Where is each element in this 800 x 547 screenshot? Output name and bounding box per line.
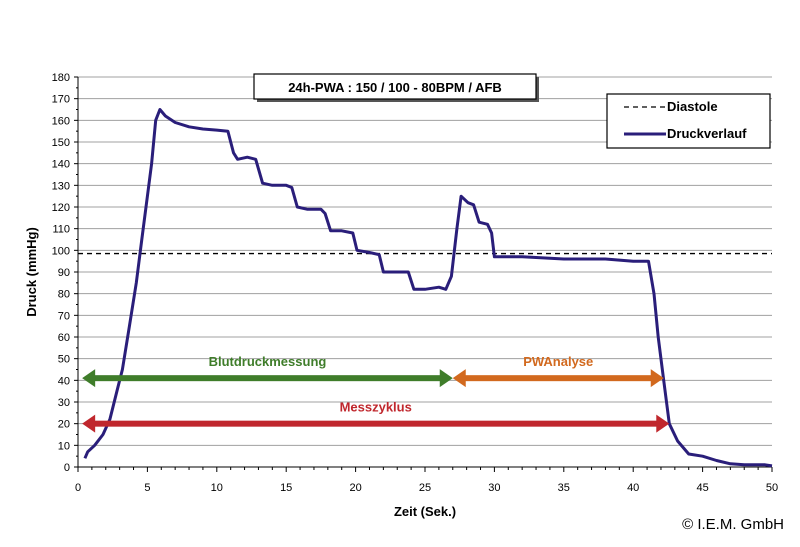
x-tick-label: 5 — [144, 482, 150, 494]
y-tick-label: 0 — [64, 462, 70, 474]
copyright: © I.E.M. GmbH — [682, 516, 784, 533]
chart-title-box: 24h-PWA : 150 / 100 - 80BPM / AFB — [253, 73, 539, 102]
annotation-blutdruckmessung-arrow — [82, 369, 453, 388]
x-tick-label: 15 — [280, 482, 292, 494]
x-tick-label: 45 — [696, 482, 708, 494]
y-tick-label: 170 — [52, 94, 70, 106]
annotation-label: Messzyklus — [340, 400, 412, 415]
y-ticks: 0 10 20 30 40 50 60 70 80 90 100 110 120 130 140 150 160… — [52, 72, 78, 474]
y-tick-label: 150 — [52, 137, 70, 149]
druckverlauf-line — [83, 108, 773, 468]
y-tick-label: 30 — [58, 397, 70, 409]
annotation-label: PWAnalyse — [523, 354, 593, 369]
y-axis-label: Druck (mmHg) — [24, 227, 39, 317]
y-tick-label: 60 — [58, 332, 70, 344]
legend-diastole-label: Diastole — [667, 99, 718, 114]
y-tick-label: 120 — [52, 202, 70, 214]
y-tick-label: 20 — [58, 419, 70, 431]
y-tick-label: 70 — [58, 310, 70, 322]
y-tick-label: 10 — [58, 440, 70, 452]
y-tick-label: 90 — [58, 267, 70, 279]
x-tick-label: 0 — [75, 482, 81, 494]
x-tick-label: 30 — [488, 482, 500, 494]
x-axis-label: Zeit (Sek.) — [394, 504, 456, 519]
annotation-pwanalyse-arrow — [452, 369, 664, 388]
x-ticks: 0 5 10 15 20 25 30 35 40 45 50 — [75, 467, 778, 494]
y-tick-label: 140 — [52, 159, 70, 171]
legend: Diastole Druckverlauf — [606, 93, 771, 149]
y-tick-label: 50 — [58, 354, 70, 366]
x-tick-label: 20 — [349, 482, 361, 494]
x-tick-label: 50 — [766, 482, 778, 494]
y-tick-label: 40 — [58, 375, 70, 387]
y-tick-label: 180 — [52, 72, 70, 84]
y-tick-label: 160 — [52, 115, 70, 127]
x-tick-label: 25 — [419, 482, 431, 494]
y-tick-label: 130 — [52, 180, 70, 192]
y-tick-label: 100 — [52, 245, 70, 257]
annotations: Blutdruckmessung PWAnalyse Messzyklus — [82, 354, 670, 433]
chart-title: 24h-PWA : 150 / 100 - 80BPM / AFB — [288, 80, 502, 95]
x-tick-label: 10 — [211, 482, 223, 494]
y-tick-label: 80 — [58, 289, 70, 301]
x-tick-label: 35 — [558, 482, 570, 494]
annotation-messzyklus-arrow — [82, 414, 670, 433]
annotation-label: Blutdruckmessung — [209, 354, 327, 369]
legend-druckverlauf-label: Druckverlauf — [667, 126, 747, 141]
y-tick-label: 110 — [52, 224, 70, 236]
x-tick-label: 40 — [627, 482, 639, 494]
